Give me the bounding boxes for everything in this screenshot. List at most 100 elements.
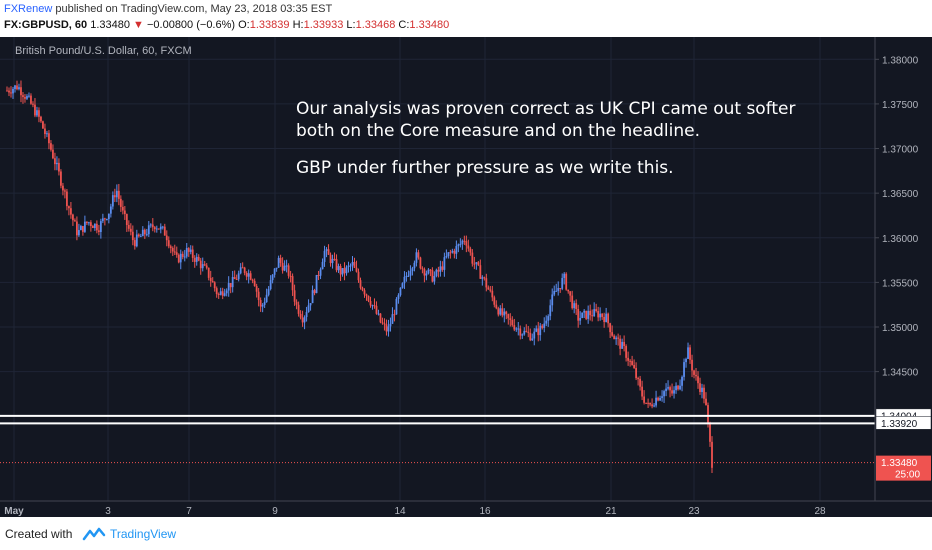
candle-body [48,133,50,144]
candle-body [539,325,542,336]
candle-body [337,266,340,271]
candle-body [363,290,366,295]
last-price-label: 1.33480 [881,458,918,469]
candle-body [631,361,634,365]
candle-body [329,254,332,264]
candle-body [655,397,657,406]
candle-body [429,269,432,271]
price-chart[interactable]: 1.38000 1.37500 1.37000 1.36500 1.36000 1.355… [0,37,932,517]
candle-body [503,311,506,316]
candle-body [341,268,344,275]
candle-body [467,245,470,249]
candle-body [30,95,32,104]
candle-body [609,323,612,333]
candle-body [663,391,665,397]
candle-body [653,405,655,407]
candle-body [667,387,669,389]
candle-body [557,288,560,291]
candle-body [499,308,502,315]
candle-body [113,195,116,198]
candle-body [139,236,142,238]
candle-body [175,252,178,255]
candle-body [685,358,687,363]
candle-body [431,270,434,282]
candle-body [111,195,114,207]
candle-body [137,234,140,237]
candle-body [259,300,262,307]
candle-body [589,310,592,316]
candle-body [439,266,442,272]
candle-body [575,303,578,310]
candle-body [549,305,552,317]
candle-body [295,301,298,305]
candle-body [32,103,34,105]
candle-body [625,346,628,358]
candle-body [473,263,476,265]
low-value: 1.33468 [355,19,396,31]
author-link[interactable]: FXRenew [4,3,53,15]
candle-body [423,269,426,276]
candle-body [417,252,420,258]
candle-body [301,317,304,323]
candle-body [209,277,212,281]
candle-body [375,305,378,314]
candle-body [141,229,144,237]
candle-body [447,252,450,257]
candle-body [18,87,20,90]
candle-body [455,246,458,254]
time-axis[interactable]: May 3 7 9 14 16 21 23 28 [4,506,826,517]
candle-body [509,318,512,320]
candle-body [121,206,124,211]
candle-body [537,328,540,336]
tradingview-logo-icon[interactable] [82,526,106,542]
candle-body [201,264,204,269]
candle-body [369,301,372,306]
candle-body [505,311,508,315]
last-price: 1.33480 [90,19,130,31]
candle-body [493,297,496,305]
candle-body [223,293,226,296]
candle-body [72,214,74,221]
candle-body [601,313,604,317]
level-price-tag [875,416,932,430]
candle-body [389,323,392,327]
candle-body [233,276,236,280]
candle-body [315,275,318,294]
price-axis[interactable]: 1.38000 1.37500 1.37000 1.36500 1.36000 1.355… [875,55,919,379]
candle-body [435,269,438,276]
candle-body [387,326,390,332]
candle-body [12,88,14,94]
tradingview-link[interactable]: TradingView [110,527,177,541]
candle-body [181,253,184,257]
candle-body [517,328,520,330]
candle-body [701,387,703,392]
annotation-line: GBP under further pressure as we write t… [296,158,674,178]
candle-body [173,251,176,253]
candle-body [289,275,292,277]
candle-body [583,310,586,313]
candle-body [225,290,228,294]
candle-body [513,325,516,330]
candle-body [527,331,530,333]
candle-body [425,273,428,276]
candle-body [477,262,480,266]
candle-body [227,283,230,291]
candle-body [249,273,252,280]
candle-body [207,267,210,278]
chart-background [0,37,932,517]
candle-body [651,404,653,407]
candle-body [54,158,56,165]
candle-body [265,294,268,303]
candle-body [177,254,180,263]
candle-body [595,309,598,312]
candle-body [219,291,222,295]
candle-body [255,286,258,292]
candle-body [711,441,713,468]
candle-body [657,397,659,401]
candle-body [491,290,494,298]
candle-body [585,310,588,319]
candle-body [613,335,616,340]
candle-body [70,208,72,215]
candle-body [241,267,244,269]
candle-body [38,110,40,117]
